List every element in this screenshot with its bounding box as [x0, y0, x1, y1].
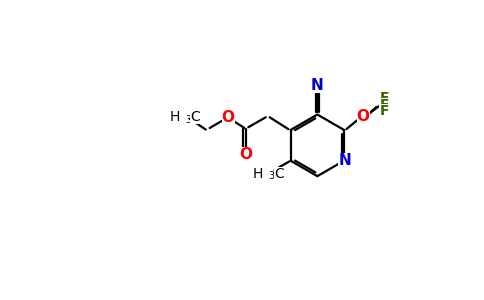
Text: H: H [169, 110, 180, 124]
Text: N: N [311, 78, 324, 93]
Text: H: H [253, 167, 263, 181]
Text: C: C [190, 110, 200, 124]
Text: F: F [379, 92, 389, 105]
Text: 3: 3 [185, 115, 191, 125]
Text: O: O [240, 148, 253, 163]
Text: N: N [338, 153, 351, 168]
Text: F: F [379, 98, 389, 112]
Text: F: F [379, 104, 389, 118]
Text: O: O [357, 109, 370, 124]
Text: 3: 3 [268, 171, 274, 181]
Text: O: O [222, 110, 235, 125]
Text: C: C [274, 167, 284, 181]
